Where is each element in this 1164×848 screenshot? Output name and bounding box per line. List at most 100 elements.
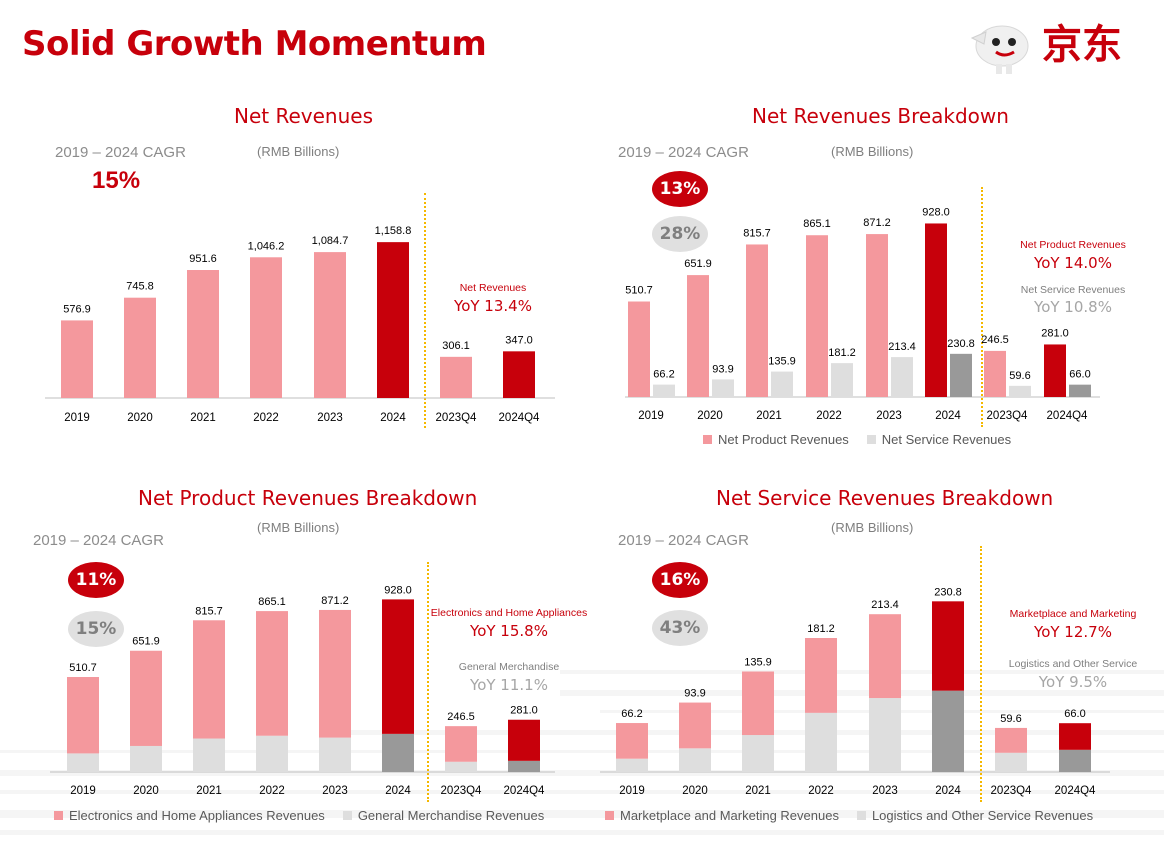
net-product-breakdown-bottom-segment — [445, 761, 477, 772]
net-product-breakdown-title: Net Product Revenues Breakdown — [138, 486, 478, 510]
net-product-breakdown-data-label: 510.7 — [69, 662, 97, 674]
net-product-bar — [746, 244, 768, 397]
net-service-breakdown-bottom-segment — [742, 735, 774, 772]
net-revenues-bar — [377, 242, 409, 398]
net-service-yoy-value: YoY 10.8% — [1034, 298, 1112, 316]
net-product-bar — [984, 350, 1006, 397]
net-product-breakdown-top-segment — [445, 726, 477, 762]
net-revenues-breakdown-legend: Net Product Revenues Net Service Revenue… — [703, 432, 1011, 447]
net-product-breakdown-top-segment — [319, 609, 351, 738]
net-revenues-yoy-label: Net Revenues — [459, 282, 527, 294]
net-product-bar — [687, 275, 709, 397]
net-product-yoy-label: Net Product Revenues — [1020, 239, 1126, 251]
net-revenues-bar — [187, 270, 219, 398]
net-revenues-data-label: 1,158.8 — [375, 225, 412, 237]
net-service-breakdown-tick-label: 2019 — [619, 785, 645, 797]
net-service-bar — [950, 353, 972, 397]
net-revenues-breakdown-tick-label: 2024 — [935, 410, 961, 422]
net-revenues-data-label: 347.0 — [505, 334, 533, 346]
net-product-data-label: 815.7 — [743, 227, 771, 239]
net-service-cagr-badge: 28% — [652, 216, 708, 252]
net-product-data-label: 281.0 — [1041, 327, 1069, 339]
net-revenues-bar — [250, 257, 282, 398]
net-revenues-tick-label: 2022 — [253, 412, 279, 424]
net-revenues-tick-label: 2024 — [380, 412, 406, 424]
net-service-breakdown-legend: Marketplace and Marketing Revenues Logis… — [605, 808, 1093, 823]
net-product-data-label: 651.9 — [684, 258, 712, 270]
net-revenues-breakdown-tick-label: 2023 — [876, 410, 902, 422]
net-service-data-label: 135.9 — [768, 356, 796, 368]
net-service-yoy-label: Net Service Revenues — [1020, 284, 1126, 296]
net-product-breakdown-bottom-segment — [508, 760, 540, 772]
net-revenues-breakdown-tick-label: 2024Q4 — [1047, 410, 1089, 422]
legend-label-marketplace: Marketplace and Marketing Revenues — [620, 808, 839, 823]
net-product-bar — [866, 234, 888, 397]
net-service-breakdown-title: Net Service Revenues Breakdown — [716, 486, 1054, 510]
net-service-breakdown-top-segment — [616, 723, 648, 759]
net-service-bar — [712, 379, 734, 397]
net-service-bar — [1069, 384, 1091, 397]
net-revenues-units: (RMB Billions) — [257, 144, 340, 159]
legend-swatch-electronics — [54, 811, 63, 820]
electronics-yoy-value: YoY 15.8% — [470, 622, 548, 640]
net-service-data-label: 181.2 — [828, 347, 856, 359]
net-revenues-breakdown-tick-label: 2019 — [638, 410, 664, 422]
net-service-breakdown-bottom-segment — [805, 712, 837, 772]
net-product-breakdown-top-segment — [193, 620, 225, 739]
net-service-breakdown-data-label: 66.0 — [1064, 708, 1085, 720]
net-product-data-label: 928.0 — [922, 206, 950, 218]
legend-label-electronics: Electronics and Home Appliances Revenues — [69, 808, 325, 823]
net-product-breakdown-bottom-segment — [130, 745, 162, 772]
net-product-breakdown-legend: Electronics and Home Appliances Revenues… — [54, 808, 544, 823]
net-service-breakdown-tick-label: 2020 — [682, 785, 708, 797]
legend-swatch-product — [703, 435, 712, 444]
net-product-breakdown-data-label: 871.2 — [321, 595, 349, 607]
net-product-bar — [925, 223, 947, 397]
legend-label-product: Net Product Revenues — [718, 432, 849, 447]
net-service-breakdown-bottom-segment — [932, 690, 964, 772]
net-product-breakdown-data-label: 815.7 — [195, 605, 223, 617]
net-service-bar — [653, 384, 675, 397]
net-revenues-tick-label: 2021 — [190, 412, 216, 424]
net-service-breakdown-bottom-segment — [679, 748, 711, 772]
net-product-breakdown-tick-label: 2020 — [133, 785, 159, 797]
net-service-breakdown-top-segment — [1059, 723, 1091, 750]
net-product-breakdown-top-segment — [130, 650, 162, 746]
net-service-breakdown-data-label: 230.8 — [934, 586, 962, 598]
net-product-breakdown-data-label: 865.1 — [258, 596, 286, 608]
net-revenues-breakdown-units: (RMB Billions) — [831, 144, 914, 159]
net-product-data-label: 510.7 — [625, 284, 653, 296]
electronics-yoy-label: Electronics and Home Appliances — [430, 607, 588, 619]
net-service-data-label: 66.2 — [653, 369, 674, 381]
net-revenues-tick-label: 2020 — [127, 412, 153, 424]
net-revenues-cagr-label: 2019 – 2024 CAGR — [55, 144, 186, 161]
logistics-cagr-badge: 43% — [652, 610, 708, 646]
net-service-breakdown-top-segment — [995, 727, 1027, 753]
net-revenues-breakdown-tick-label: 2020 — [697, 410, 723, 422]
net-service-breakdown-top-segment — [805, 638, 837, 713]
net-service-breakdown-divider — [980, 546, 982, 802]
net-service-bar — [891, 357, 913, 397]
net-revenues-bar — [440, 356, 472, 398]
net-revenues-breakdown-tick-label: 2023Q4 — [987, 410, 1029, 422]
net-revenues-bar — [61, 320, 93, 398]
net-product-bar — [628, 301, 650, 397]
net-service-data-label: 59.6 — [1009, 370, 1030, 382]
net-product-breakdown-top-segment — [508, 719, 540, 761]
net-service-breakdown-tick-label: 2023Q4 — [991, 785, 1033, 797]
net-revenues-yoy-value: YoY 13.4% — [454, 297, 532, 315]
net-service-breakdown-data-label: 66.2 — [621, 708, 642, 720]
net-product-breakdown-units: (RMB Billions) — [257, 520, 340, 535]
net-product-breakdown-tick-label: 2019 — [70, 785, 96, 797]
net-product-breakdown-top-segment — [382, 599, 414, 734]
legend-label-general-merchandise: General Merchandise Revenues — [357, 808, 545, 823]
logistics-yoy-label: Logistics and Other Service — [1008, 658, 1138, 670]
electronics-cagr-badge: 11% — [68, 562, 124, 598]
net-product-breakdown-tick-label: 2021 — [196, 785, 222, 797]
net-revenues-bar — [503, 351, 535, 398]
net-product-breakdown-cagr-label: 2019 – 2024 CAGR — [33, 532, 164, 549]
net-service-breakdown-tick-label: 2024 — [935, 785, 961, 797]
net-product-breakdown-bottom-segment — [193, 738, 225, 772]
net-product-breakdown-bottom-segment — [67, 753, 99, 772]
net-revenues-data-label: 1,084.7 — [312, 235, 349, 247]
